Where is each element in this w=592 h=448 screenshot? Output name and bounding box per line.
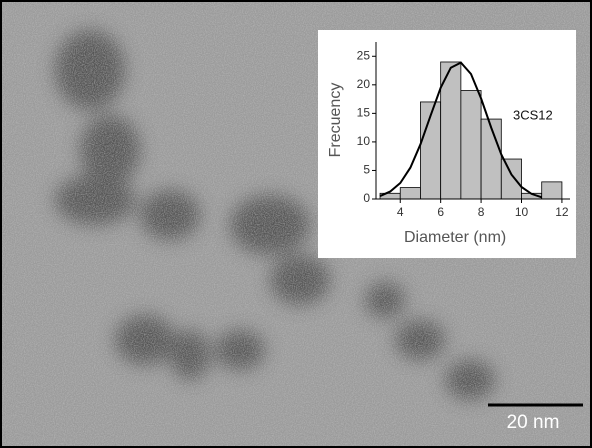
x-tick-label: 4 xyxy=(397,205,404,219)
sample-label: 3CS12 xyxy=(513,107,553,122)
bar xyxy=(501,159,521,199)
scale-bar-label: 20 nm xyxy=(507,412,560,433)
y-tick-label: 5 xyxy=(363,163,370,177)
bar xyxy=(481,119,501,199)
x-tick-label: 8 xyxy=(478,205,485,219)
y-tick-label: 15 xyxy=(357,106,371,120)
x-tick-label: 10 xyxy=(515,205,529,219)
x-tick-label: 6 xyxy=(437,205,444,219)
y-tick-label: 25 xyxy=(357,48,371,62)
bar xyxy=(461,91,481,199)
y-tick-label: 10 xyxy=(357,134,371,148)
y-tick-label: 20 xyxy=(357,77,371,91)
micrograph: 0 5 10 15 20 25 4 6 8 10 12 Diameter (nm) Frecuenc… xyxy=(0,0,592,448)
bar xyxy=(542,182,562,199)
x-tick-label: 12 xyxy=(555,205,569,219)
x-axis-label: Diameter (nm) xyxy=(404,229,506,246)
y-tick-label: 0 xyxy=(363,191,370,205)
y-axis-label: Frecuency xyxy=(327,83,344,158)
bar xyxy=(400,188,420,199)
